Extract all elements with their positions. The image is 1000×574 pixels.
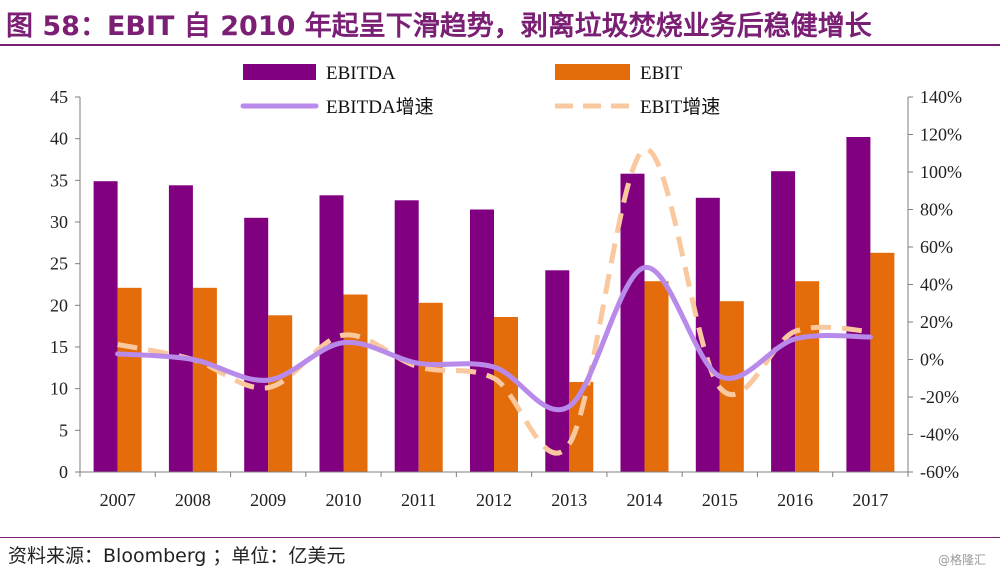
x-tick-label: 2013 xyxy=(551,490,587,510)
left-tick-label: 25 xyxy=(50,254,68,274)
bar-ebitda-2011 xyxy=(394,200,419,473)
legend-label-ebitda-growth: EBITDA增速 xyxy=(326,96,434,118)
bar-ebitda-2009 xyxy=(244,217,269,472)
bar-ebit-2015 xyxy=(719,301,744,472)
bar-ebit-2016 xyxy=(795,281,820,472)
right-tick-label: 0% xyxy=(920,350,944,370)
left-tick-label: 40 xyxy=(50,129,68,149)
bar-ebitda-2012 xyxy=(470,209,494,472)
right-tick-label: -20% xyxy=(920,387,959,407)
bar-ebitda-2008 xyxy=(168,185,193,473)
chart-legend: EBITDA EBIT EBITDA增速 EBIT增速 xyxy=(240,63,720,118)
legend-label-ebit-growth: EBIT增速 xyxy=(640,96,720,118)
right-tick-label: 20% xyxy=(920,312,953,332)
legend-swatch-ebitda xyxy=(243,64,316,80)
combo-chart: EBITDA EBIT EBITDA增速 EBIT增速 0 5 10 15 20 25 30… xyxy=(50,63,962,510)
left-tick-label: 35 xyxy=(50,170,68,190)
right-tick-label: 120% xyxy=(920,125,962,145)
left-tick-label: 5 xyxy=(59,420,68,440)
footer-divider xyxy=(0,537,1000,538)
bar-ebitda-2007 xyxy=(93,181,118,472)
x-tick-label: 2011 xyxy=(401,490,436,510)
right-tick-label: 40% xyxy=(920,275,953,295)
left-tick-label: 0 xyxy=(59,462,68,482)
source-note: 资料来源：Bloomberg ；单位：亿美元 xyxy=(8,545,346,567)
axes-layer: 0 5 10 15 20 25 30 35 40 45 -60% -40% -20% 0% 20% 40% 60… xyxy=(50,87,962,510)
left-tick-label: 45 xyxy=(50,87,68,107)
legend-label-ebitda: EBITDA xyxy=(326,63,396,84)
left-tick-label: 20 xyxy=(50,295,68,315)
x-tick-label: 2009 xyxy=(250,490,286,510)
watermark: @格隆汇 xyxy=(937,553,986,567)
bar-ebit-2010 xyxy=(343,294,368,472)
bar-ebit-2017 xyxy=(870,252,895,472)
bar-ebitda-2013 xyxy=(545,270,570,472)
right-tick-label: 100% xyxy=(920,162,962,182)
x-tick-label: 2016 xyxy=(777,490,813,510)
bar-ebit-2007 xyxy=(117,287,142,472)
bar-ebit-2012 xyxy=(494,317,518,472)
x-tick-label: 2015 xyxy=(702,490,738,510)
right-tick-label: 140% xyxy=(920,87,962,107)
x-tick-label: 2014 xyxy=(627,490,663,510)
left-tick-label: 15 xyxy=(50,337,68,357)
right-tick-label: -40% xyxy=(920,425,959,445)
bar-ebit-2014 xyxy=(644,281,669,472)
legend-label-ebit: EBIT xyxy=(640,63,683,84)
right-tick-label: 80% xyxy=(920,200,953,220)
title-divider xyxy=(0,44,1000,46)
line-ebitda-growth xyxy=(115,265,873,413)
right-tick-label: -60% xyxy=(920,462,959,482)
bar-ebitda-2016 xyxy=(771,171,796,472)
bar-ebit-2011 xyxy=(418,302,443,472)
right-tick-label: 60% xyxy=(920,237,953,257)
bar-ebitda-2014 xyxy=(620,173,645,472)
bar-ebit-2013 xyxy=(569,382,594,472)
x-tick-label: 2007 xyxy=(100,490,136,510)
left-tick-label: 10 xyxy=(50,379,68,399)
left-tick-label: 30 xyxy=(50,212,68,232)
x-tick-label: 2010 xyxy=(325,490,361,510)
bar-ebitda-2010 xyxy=(319,195,344,473)
bar-ebit-2009 xyxy=(268,315,293,472)
legend-swatch-ebit xyxy=(555,64,630,80)
bar-ebit-2008 xyxy=(192,287,217,472)
x-tick-label: 2012 xyxy=(476,490,512,510)
x-tick-label: 2008 xyxy=(175,490,211,510)
chart-title: 图 58：EBIT 自 2010 年起呈下滑趋势，剥离垃圾焚烧业务后稳健增长 xyxy=(6,11,872,42)
bar-ebitda-2017 xyxy=(846,137,871,472)
bar-layer xyxy=(93,137,895,473)
line-layer xyxy=(115,146,873,456)
x-tick-label: 2017 xyxy=(852,490,888,510)
line-ebit-growth xyxy=(117,146,871,456)
